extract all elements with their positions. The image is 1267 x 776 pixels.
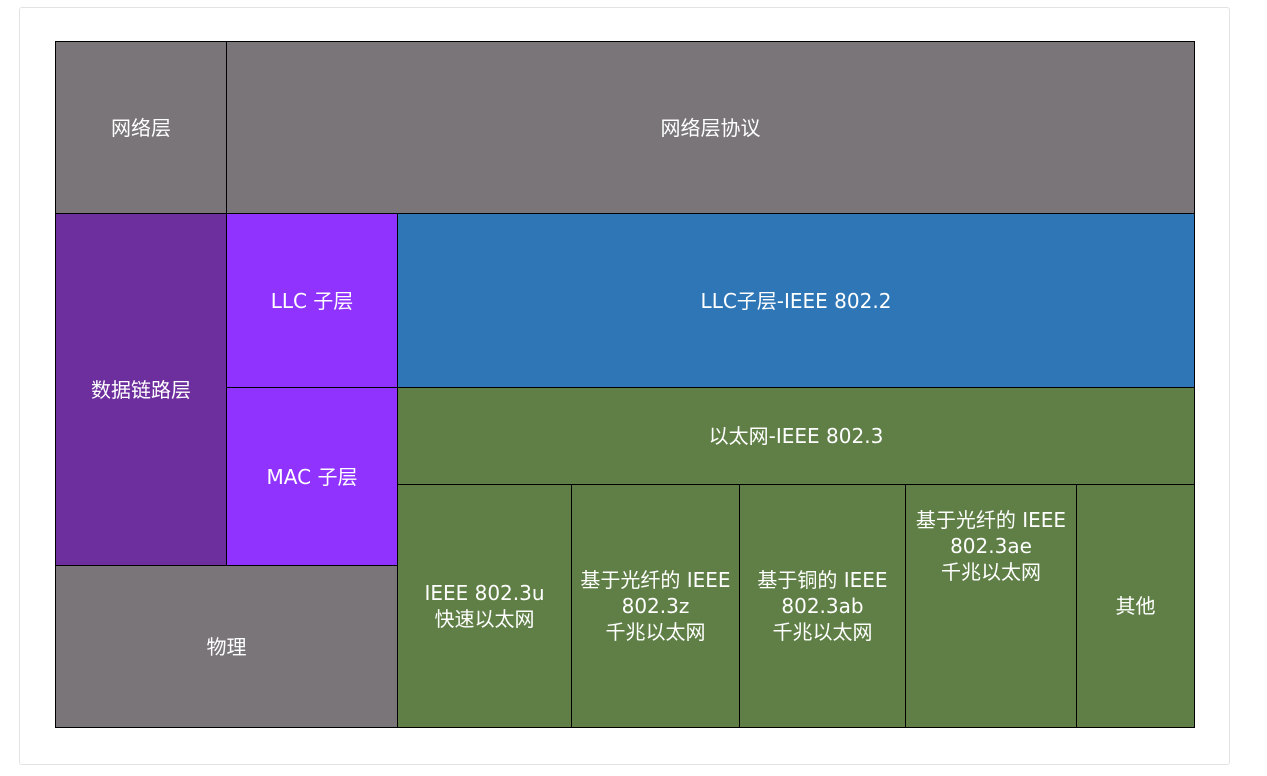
physical-standard: 基于铜的 IEEE 802.3ab 千兆以太网 [739,484,906,728]
physical-standard-text: 其他 [1115,594,1156,618]
data-link-layer-label-text: 数据链路层 [91,377,191,402]
mac-sublayer: MAC 子层 [226,387,398,566]
network-layer-label: 网络层 [55,41,227,214]
mac-sublayer-text: MAC 子层 [266,464,358,489]
physical-standard-text: 基于铜的 IEEE 802.3ab 千兆以太网 [757,568,888,644]
physical-layer-label-text: 物理 [206,634,247,659]
llc-standard-text: LLC子层-IEEE 802.2 [700,288,892,313]
ethernet-standard-text: 以太网-IEEE 802.3 [708,424,884,448]
data-link-layer-label: 数据链路层 [55,213,227,566]
physical-standard: 基于光纤的 IEEE 802.3ae 千兆以太网 [905,484,1077,728]
physical-standard-text: 基于光纤的 IEEE 802.3z 千兆以太网 [580,568,731,644]
physical-layer-label: 物理 [55,565,398,728]
ethernet-standard: 以太网-IEEE 802.3 [397,387,1195,485]
llc-sublayer-text: LLC 子层 [270,288,354,313]
physical-standard: IEEE 802.3u 快速以太网 [397,484,572,728]
physical-standard: 其他 [1076,484,1195,728]
physical-standard-text: IEEE 802.3u 快速以太网 [424,581,545,631]
llc-sublayer: LLC 子层 [226,213,398,388]
network-layer-label-text: 网络层 [111,115,171,140]
physical-standard: 基于光纤的 IEEE 802.3z 千兆以太网 [571,484,740,728]
physical-standard-text: 基于光纤的 IEEE 802.3ae 千兆以太网 [915,508,1067,584]
llc-standard: LLC子层-IEEE 802.2 [397,213,1195,388]
network-layer-protocol: 网络层协议 [226,41,1195,214]
network-layer-protocol-text: 网络层协议 [660,115,761,140]
